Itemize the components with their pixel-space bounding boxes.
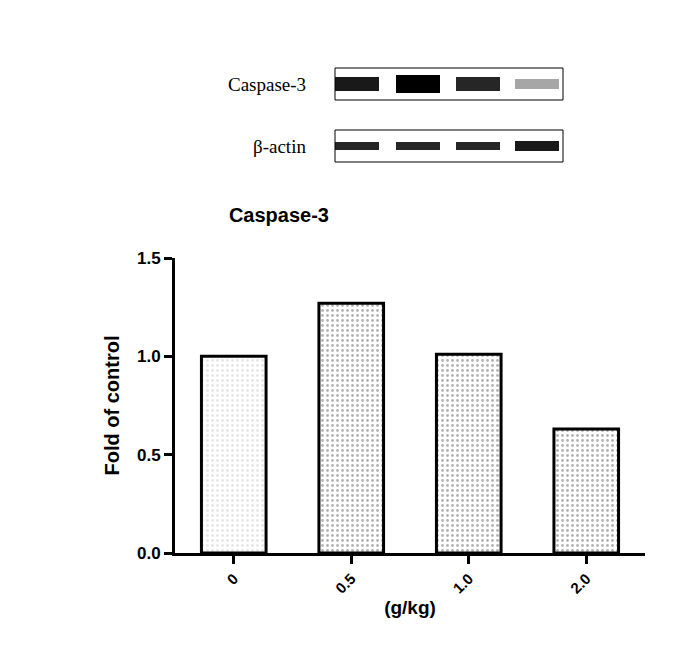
- svg-text:0.5: 0.5: [332, 570, 359, 597]
- svg-text:1.5: 1.5: [137, 249, 161, 268]
- svg-text:(g/kg): (g/kg): [384, 597, 436, 618]
- svg-text:Caspase-3: Caspase-3: [229, 204, 329, 226]
- svg-text:Caspase-3: Caspase-3: [228, 74, 306, 95]
- svg-text:0.0: 0.0: [137, 544, 161, 563]
- svg-text:0: 0: [223, 570, 241, 588]
- svg-text:1.0: 1.0: [137, 347, 161, 366]
- svg-text:Fold of control: Fold of control: [101, 336, 123, 476]
- svg-text:2.0: 2.0: [567, 570, 594, 597]
- svg-text:β-actin: β-actin: [253, 136, 306, 157]
- svg-text:0.5: 0.5: [137, 446, 161, 465]
- svg-text:1.0: 1.0: [449, 570, 476, 597]
